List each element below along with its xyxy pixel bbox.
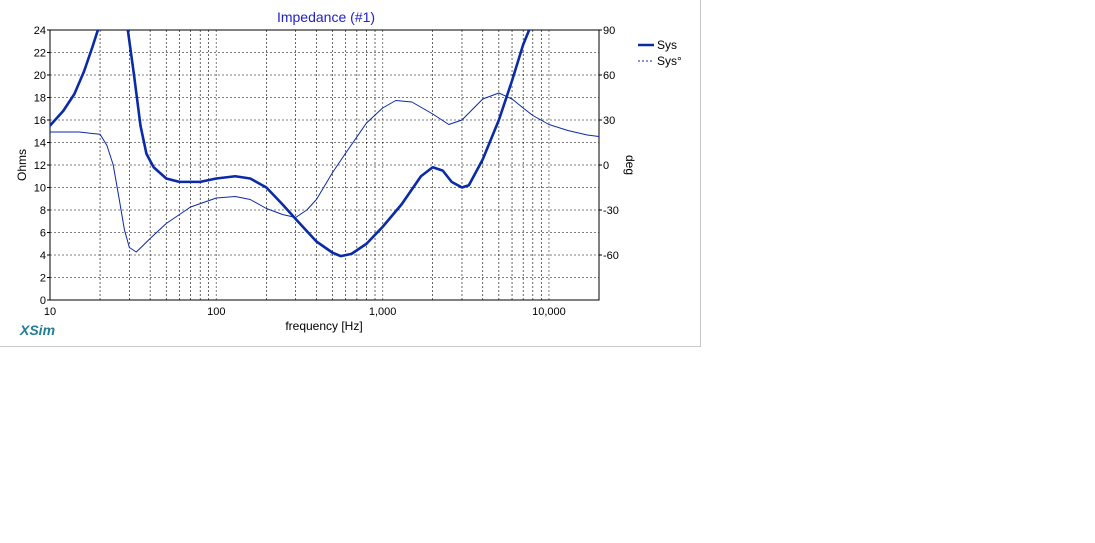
y-tick-label: 4 <box>40 250 46 262</box>
legend-sysdeg-label: Sys° <box>657 54 682 68</box>
y2-tick-label: -60 <box>603 250 619 262</box>
series-sys-line <box>50 30 531 258</box>
y-tick-label: 20 <box>34 70 46 82</box>
series-sys-phase-line <box>50 92 599 253</box>
y-tick-label: 16 <box>34 115 46 127</box>
y-axis-label: Ohms <box>15 149 29 181</box>
legend: Sys Sys° <box>638 38 682 68</box>
y2-axis-label: deg <box>623 155 637 175</box>
y-tick-label: 24 <box>34 25 46 37</box>
xsim-brand: XSim <box>20 322 56 338</box>
y2-tick-label: 60 <box>603 70 615 82</box>
chart-grid <box>49 30 600 300</box>
x-tick-label: 10 <box>44 306 56 318</box>
y-tick-label: 6 <box>40 228 46 240</box>
y-tick-label: 0 <box>40 295 46 307</box>
y-tick-label: 10 <box>34 183 46 195</box>
y-tick-label: 12 <box>34 160 46 172</box>
x-axis-label: frequency [Hz] <box>285 319 362 333</box>
y-tick-label: 8 <box>40 205 46 217</box>
y2-tick-label: 90 <box>603 25 615 37</box>
y2-tick-label: 30 <box>603 115 615 127</box>
legend-sys-label: Sys <box>657 38 677 52</box>
y2-tick-label: 0 <box>603 160 609 172</box>
x-tick-label: 100 <box>207 306 225 318</box>
y-tick-label: 22 <box>34 48 46 60</box>
chart-panel: Impedance (#1) 0 2 4 6 8 10 12 14 16 18 20 22 24 -60-… <box>0 0 701 347</box>
series-layer <box>50 30 599 258</box>
y-tick-label: 18 <box>34 93 46 105</box>
y-tick-label: 14 <box>34 138 46 150</box>
y-tick-label: 2 <box>40 273 46 285</box>
x-tick-label: 1,000 <box>369 306 397 318</box>
impedance-chart: Impedance (#1) 024681012141618202224-60-… <box>15 9 682 333</box>
x-tick-label: 10,000 <box>532 306 566 318</box>
y2-tick-label: -30 <box>603 205 619 217</box>
chart-title: Impedance (#1) <box>277 9 375 25</box>
